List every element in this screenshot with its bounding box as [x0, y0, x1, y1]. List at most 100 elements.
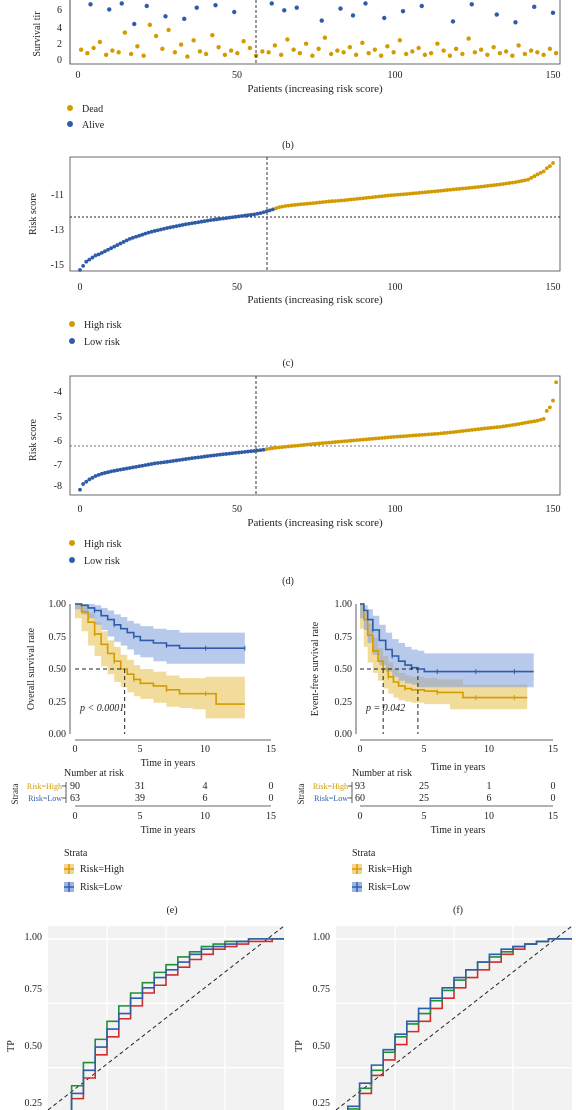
risk-score-point: [457, 429, 462, 434]
survival-point: [78, 47, 84, 52]
survival-point: [116, 50, 121, 55]
risk-score-point: [358, 437, 362, 442]
risk-score-point: [376, 436, 381, 441]
panel-c: Risk score -11 -13 -15 0 50 100 150 Pati…: [28, 156, 561, 369]
survival-point: [119, 1, 124, 6]
risk-score-point: [106, 247, 110, 252]
survival-point: [372, 47, 378, 52]
risk-score-point: [551, 398, 555, 403]
panel-e-confidence-bands: [75, 604, 245, 719]
survival-point: [197, 49, 203, 54]
panel-d-ytick: -8: [54, 481, 62, 492]
legend-risk-low-label: Risk=Low: [368, 882, 411, 893]
risk-score-point: [429, 432, 434, 437]
risk-score-point: [535, 172, 540, 177]
risk-score-point: [529, 419, 534, 424]
survival-point: [172, 50, 178, 55]
survival-point: [341, 50, 346, 55]
risk-score-point: [330, 440, 334, 445]
panel-c-xlabel: Patients (increasing risk score): [247, 294, 383, 306]
survival-point: [541, 52, 546, 58]
risk-score-point: [277, 445, 282, 450]
risk-score-point: [246, 449, 250, 454]
panel-f-survival-curves: [360, 603, 534, 701]
survival-point: [469, 2, 474, 7]
risk-score-point: [355, 438, 359, 443]
risk-score-point: [333, 199, 338, 203]
risk-score-point: [271, 446, 275, 451]
risk-score-point: [392, 193, 397, 197]
survival-point: [419, 3, 424, 9]
survival-point: [328, 51, 334, 57]
panel-e-risk-xtick: 5: [138, 811, 143, 822]
risk-score-point: [317, 441, 322, 446]
survival-point: [522, 51, 528, 57]
risk-score-point: [102, 471, 107, 475]
panel-d-xlabel: Patients (increasing risk score): [247, 517, 383, 529]
risk-score-point: [345, 197, 350, 202]
risk-score-point: [286, 203, 291, 208]
risk-score-point: [501, 424, 506, 429]
panel-d-frame: [69, 375, 561, 496]
risk-score-point: [414, 191, 418, 196]
risk-score-point: [482, 184, 487, 189]
risk-score-point: [529, 176, 534, 180]
panel-e-xtick: 0: [73, 744, 78, 755]
risk-score-point: [404, 192, 409, 196]
survival-point: [447, 53, 453, 58]
survival-point: [366, 50, 371, 56]
panel-e-ylabel: Overall survival rate: [26, 627, 37, 710]
panel-d-xtick: 0: [78, 504, 83, 515]
risk-score-point: [348, 438, 353, 443]
risk-score-point: [330, 199, 334, 204]
risk-score-point: [171, 459, 176, 463]
risk-score-point: [274, 445, 278, 450]
risk-score-point: [460, 186, 465, 191]
panel-f-confidence-bands: [360, 604, 534, 710]
risk-score-point: [134, 234, 138, 239]
survival-point: [491, 44, 496, 50]
panel-b-ylabel: Survival tir: [32, 11, 43, 57]
survival-point: [378, 53, 384, 58]
panel-f-risk-cell: 93: [355, 781, 365, 792]
legend-high-risk-marker: [69, 321, 75, 327]
risk-score-point: [289, 203, 294, 208]
panel-f-ytick: 0.50: [335, 664, 353, 675]
risk-score-point: [417, 190, 422, 195]
panel-f-risk-cell: 0: [551, 793, 556, 804]
risk-score-point: [308, 442, 313, 447]
survival-point: [110, 48, 115, 53]
legend-high-risk-label: High risk: [84, 539, 122, 550]
risk-score-point: [513, 180, 518, 185]
risk-score-point: [488, 183, 493, 188]
risk-score-point: [367, 195, 372, 200]
risk-score-point: [395, 434, 400, 439]
risk-score-point: [510, 423, 515, 427]
confidence-band: [360, 604, 528, 710]
risk-score-point: [523, 178, 527, 183]
risk-score-point: [333, 440, 338, 444]
risk-score-point: [336, 198, 341, 203]
risk-score-point: [389, 193, 394, 198]
panel-b-caption: (b): [282, 140, 294, 151]
risk-score-point: [215, 217, 219, 222]
risk-score-point: [367, 437, 372, 441]
survival-point: [353, 52, 359, 58]
risk-score-point: [140, 232, 145, 237]
panel-f-xtick: 0: [358, 744, 363, 755]
survival-point: [222, 52, 228, 58]
risk-score-point: [165, 226, 170, 230]
panel-f-risk-table-title: Number at risk: [352, 768, 412, 779]
risk-score-point: [271, 207, 275, 212]
survival-point: [338, 6, 343, 11]
risk-score-point: [323, 199, 328, 204]
risk-score-point: [190, 456, 194, 461]
legend-risk-high-label: Risk=High: [80, 864, 124, 875]
survival-point: [503, 49, 509, 54]
risk-score-point: [118, 241, 123, 246]
risk-score-point: [227, 215, 232, 220]
panel-e-xtick: 5: [138, 744, 143, 755]
panel-e-risk-xtick: 15: [266, 811, 276, 822]
risk-score-point: [336, 439, 341, 444]
risk-score-point: [90, 255, 95, 260]
